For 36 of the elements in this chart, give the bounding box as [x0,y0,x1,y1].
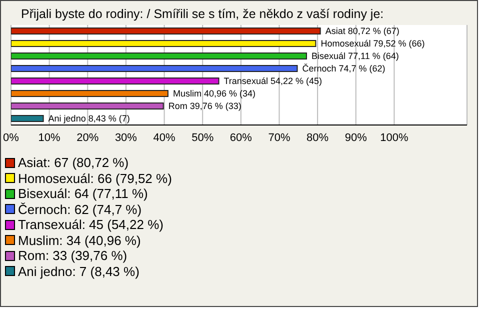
text: Asiat: 67 (80,72 %) [18,155,129,170]
bar [11,115,44,122]
category-label: Bisexuál 77,11 % (64) [311,51,399,61]
x-tick-label: 30% [114,132,138,144]
chart-title: Přijali byste do rodiny: / Smířili se s tím, že někdo z vaší rodiny je: [20,6,385,21]
category-label: Černoch 74,7 % (62) [302,64,386,74]
text: Transexuál: 45 (54,22 %) [18,217,164,232]
text: Ani jedno: 7 (8,43 %) [18,264,140,279]
bar [11,78,220,84]
category-label: Asiat 80,72 % (67) [325,26,400,36]
category-label: Homosexuál 79,52 % (66) [320,38,425,48]
category-label: Transexuál 54,22 % (45) [224,76,322,86]
text: Bisexuál: 64 (77,11 %) [18,186,148,202]
x-tick-label: 40% [153,132,176,144]
x-tick-label: 100% [380,132,408,144]
category-label: Ani jedno 8,43 % (7) [48,114,130,124]
text: Muslim: 34 (40,96 %) [18,232,141,248]
x-tick-label: 80% [306,132,329,144]
x-tick-label: 10% [38,132,61,144]
text: Černoch: 62 (74,7 %) [18,202,142,217]
x-tick-label: 90% [344,132,368,144]
bar [11,40,316,47]
x-tick-label: 50% [192,132,214,144]
x-tick-label: 70% [268,132,290,144]
category-label: Muslim 40,96 % (34) [172,88,256,98]
x-tick-label: 20% [76,132,99,144]
text: Homosexuál: 66 (79,52 %) [18,170,172,186]
bar [11,90,168,97]
bar [11,102,164,110]
bar [11,65,298,72]
x-tick-label: 60% [230,132,252,144]
text: Rom: 33 (39,76 %) [18,248,128,264]
bar [11,28,321,34]
bar [11,52,307,60]
x-tick-label: 0% [3,132,20,144]
category-label: Rom 39,76 % (33) [168,101,242,111]
